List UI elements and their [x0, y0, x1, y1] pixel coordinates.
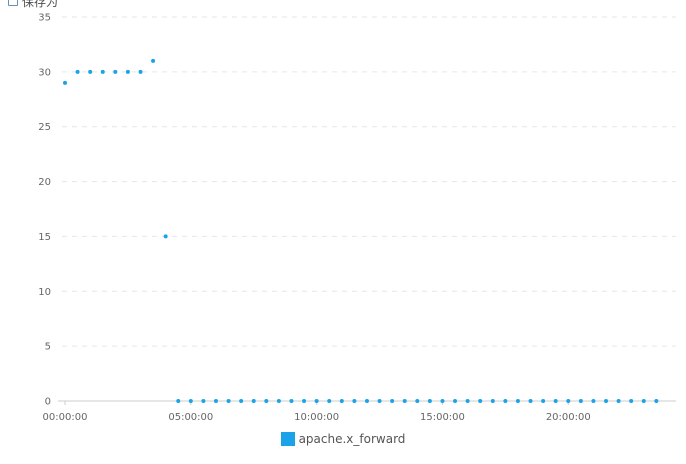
data-point[interactable]	[654, 399, 659, 403]
data-point[interactable]	[465, 399, 470, 403]
data-point[interactable]	[176, 399, 181, 403]
data-point[interactable]	[578, 399, 583, 403]
data-point[interactable]	[616, 399, 621, 403]
data-point[interactable]	[289, 399, 294, 403]
data-point[interactable]	[100, 69, 105, 74]
data-point[interactable]	[415, 399, 420, 403]
data-point[interactable]	[390, 399, 395, 403]
y-tick-label: 10	[38, 287, 51, 298]
y-tick-label: 15	[38, 232, 51, 243]
y-tick-label: 30	[38, 67, 51, 78]
data-point[interactable]	[188, 399, 193, 403]
data-point[interactable]	[314, 399, 319, 403]
data-point[interactable]	[427, 399, 432, 403]
data-point[interactable]	[151, 58, 156, 63]
data-point[interactable]	[515, 399, 520, 403]
data-point[interactable]	[377, 399, 382, 403]
data-point[interactable]	[566, 399, 571, 403]
data-point[interactable]	[226, 399, 231, 403]
data-point[interactable]	[163, 234, 168, 239]
x-tick-label: 00:00:00	[43, 412, 88, 420]
data-point[interactable]	[553, 399, 558, 403]
data-point[interactable]	[213, 399, 218, 403]
x-tick-label: 05:00:00	[168, 412, 213, 420]
grid-lines	[62, 16, 676, 347]
data-point[interactable]	[125, 69, 130, 74]
y-axis: 0 5 10 15 20 25 30 35	[38, 13, 51, 408]
legend[interactable]: apache.x_forward	[0, 432, 686, 446]
legend-label: apache.x_forward	[298, 432, 406, 446]
data-point[interactable]	[364, 399, 369, 403]
x-tick-label: 15:00:00	[420, 412, 465, 420]
save-as-label: 保存为	[22, 0, 59, 9]
data-point[interactable]	[88, 69, 93, 74]
data-point[interactable]	[201, 399, 206, 403]
y-tick-label: 20	[38, 177, 51, 188]
data-point[interactable]	[528, 399, 533, 403]
data-point[interactable]	[352, 399, 357, 403]
y-tick-label: 5	[45, 342, 51, 353]
y-tick-label: 25	[38, 122, 51, 133]
data-point[interactable]	[264, 399, 269, 403]
data-point[interactable]	[327, 399, 332, 403]
data-point[interactable]	[302, 399, 307, 403]
data-point[interactable]	[440, 399, 445, 403]
data-point[interactable]	[251, 399, 256, 403]
data-point[interactable]	[113, 69, 118, 74]
x-tick-label: 20:00:00	[546, 412, 591, 420]
scatter-chart: 0 5 10 15 20 25 30 35 00:00:00 05:00:00 10:00:00 1…	[38, 13, 676, 420]
series-points	[63, 58, 659, 403]
data-point[interactable]	[453, 399, 458, 403]
data-point[interactable]	[490, 399, 495, 403]
data-point[interactable]	[339, 399, 344, 403]
data-point[interactable]	[402, 399, 407, 403]
x-tick-label: 10:00:00	[294, 412, 339, 420]
data-point[interactable]	[604, 399, 609, 403]
data-point[interactable]	[478, 399, 483, 403]
data-point[interactable]	[503, 399, 508, 403]
save-icon	[8, 0, 18, 6]
x-axis: 00:00:00 05:00:00 10:00:00 15:00:00 20:00:00	[43, 400, 676, 420]
data-point[interactable]	[591, 399, 596, 403]
data-point[interactable]	[276, 399, 281, 403]
data-point[interactable]	[138, 69, 143, 74]
data-point[interactable]	[541, 399, 546, 403]
save-as-button[interactable]: 保存为	[8, 0, 59, 9]
legend-swatch	[280, 432, 295, 446]
data-point[interactable]	[641, 399, 646, 403]
data-point[interactable]	[63, 80, 67, 85]
y-tick-label: 35	[38, 13, 51, 24]
data-point[interactable]	[239, 399, 244, 403]
data-point[interactable]	[75, 69, 80, 74]
data-point[interactable]	[629, 399, 634, 403]
y-tick-label: 0	[45, 397, 51, 408]
